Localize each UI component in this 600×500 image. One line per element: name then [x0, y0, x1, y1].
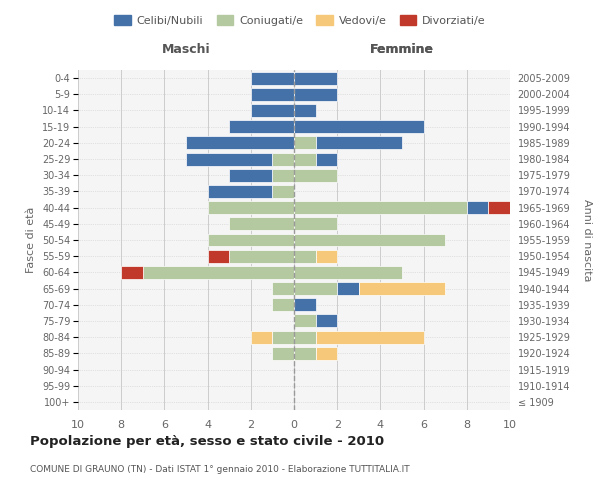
Bar — [294, 234, 445, 246]
Text: COMUNE DI GRAUNO (TN) - Dati ISTAT 1° gennaio 2010 - Elaborazione TUTTITALIA.IT: COMUNE DI GRAUNO (TN) - Dati ISTAT 1° ge… — [30, 465, 410, 474]
Bar — [294, 201, 467, 214]
Bar — [294, 169, 337, 181]
Bar — [316, 250, 337, 262]
Bar — [294, 347, 316, 360]
Bar — [467, 201, 488, 214]
Bar — [186, 136, 294, 149]
Text: Maschi: Maschi — [161, 44, 211, 57]
Bar — [294, 136, 316, 149]
Text: Popolazione per età, sesso e stato civile - 2010: Popolazione per età, sesso e stato civil… — [30, 435, 384, 448]
Bar — [251, 330, 272, 344]
Bar — [229, 250, 294, 262]
Bar — [272, 282, 294, 295]
Bar — [316, 330, 424, 344]
Bar — [294, 152, 316, 166]
Bar — [488, 201, 510, 214]
Bar — [272, 152, 294, 166]
Bar — [294, 72, 337, 85]
Bar — [229, 218, 294, 230]
Bar — [316, 314, 337, 328]
Bar — [272, 298, 294, 311]
Bar — [121, 266, 143, 279]
Bar — [294, 104, 316, 117]
Bar — [337, 282, 359, 295]
Bar — [272, 185, 294, 198]
Text: Femmine: Femmine — [370, 44, 434, 57]
Bar — [316, 136, 402, 149]
Bar — [294, 88, 337, 101]
Text: Femmine: Femmine — [370, 44, 434, 57]
Bar — [294, 250, 316, 262]
Y-axis label: Anni di nascita: Anni di nascita — [581, 198, 592, 281]
Bar — [208, 234, 294, 246]
Bar — [294, 266, 402, 279]
Bar — [229, 169, 272, 181]
Bar — [208, 201, 294, 214]
Bar — [251, 72, 294, 85]
Bar — [186, 152, 272, 166]
Bar — [143, 266, 294, 279]
Bar — [294, 330, 316, 344]
Bar — [208, 185, 272, 198]
Y-axis label: Fasce di età: Fasce di età — [26, 207, 37, 273]
Bar — [294, 314, 316, 328]
Bar — [359, 282, 445, 295]
Bar — [251, 104, 294, 117]
Bar — [294, 298, 316, 311]
Bar — [294, 120, 424, 133]
Bar — [229, 120, 294, 133]
Bar — [208, 250, 229, 262]
Legend: Celibi/Nubili, Coniugati/e, Vedovi/e, Divorziati/e: Celibi/Nubili, Coniugati/e, Vedovi/e, Di… — [110, 10, 490, 30]
Bar — [294, 282, 337, 295]
Bar — [316, 347, 337, 360]
Bar — [251, 88, 294, 101]
Bar — [272, 330, 294, 344]
Bar — [294, 218, 337, 230]
Bar — [316, 152, 337, 166]
Bar — [272, 169, 294, 181]
Bar — [272, 347, 294, 360]
